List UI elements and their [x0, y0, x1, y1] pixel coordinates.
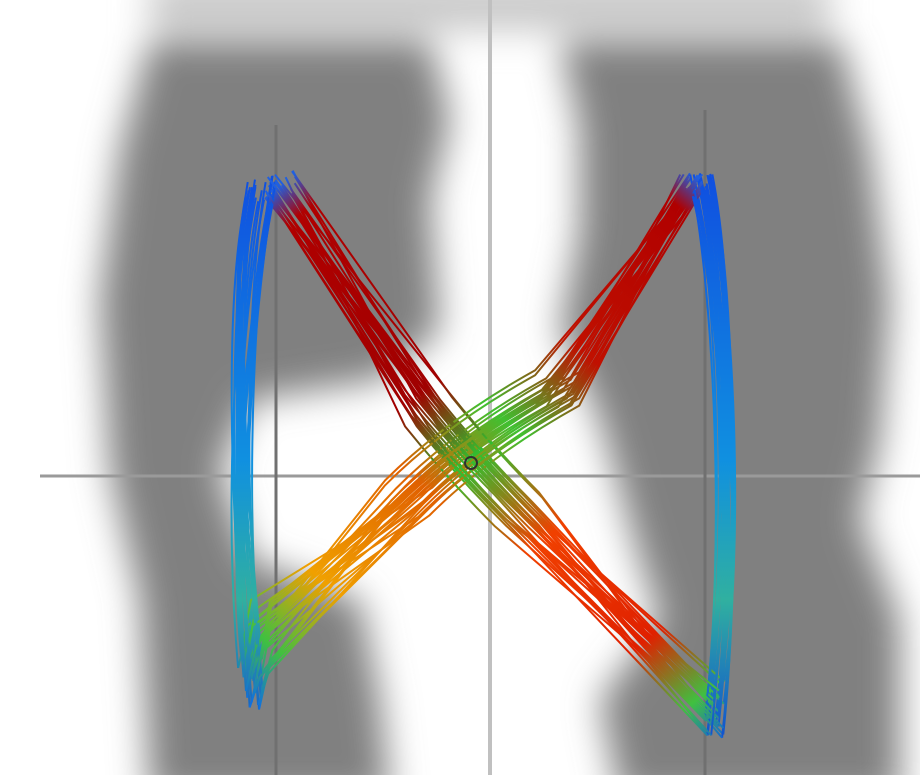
visualization	[0, 0, 920, 775]
page: (() => { JSON.parse(document.getElementB…	[0, 0, 920, 775]
